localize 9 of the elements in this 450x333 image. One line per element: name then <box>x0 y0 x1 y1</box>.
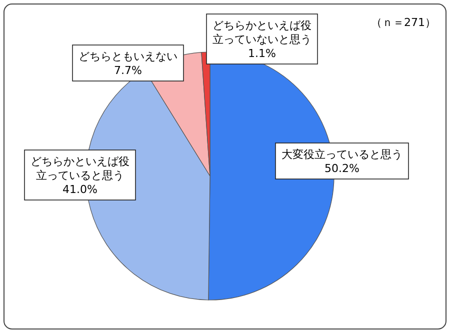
data-label: 7.7% <box>114 64 142 77</box>
slice-label: どちらともいえない <box>78 50 178 63</box>
data-label: 1.1% <box>248 47 276 60</box>
slice-label: どちらかといえば役立っていると思う <box>30 155 130 182</box>
data-label: 41.0% <box>62 183 98 196</box>
text: （ｎ＝271） <box>371 16 436 29</box>
slice-label: どちらかといえば役立っていないと思う <box>212 19 312 46</box>
data-label: 50.2% <box>324 162 360 175</box>
slice-label: 大変役立っていると思う <box>282 148 402 161</box>
